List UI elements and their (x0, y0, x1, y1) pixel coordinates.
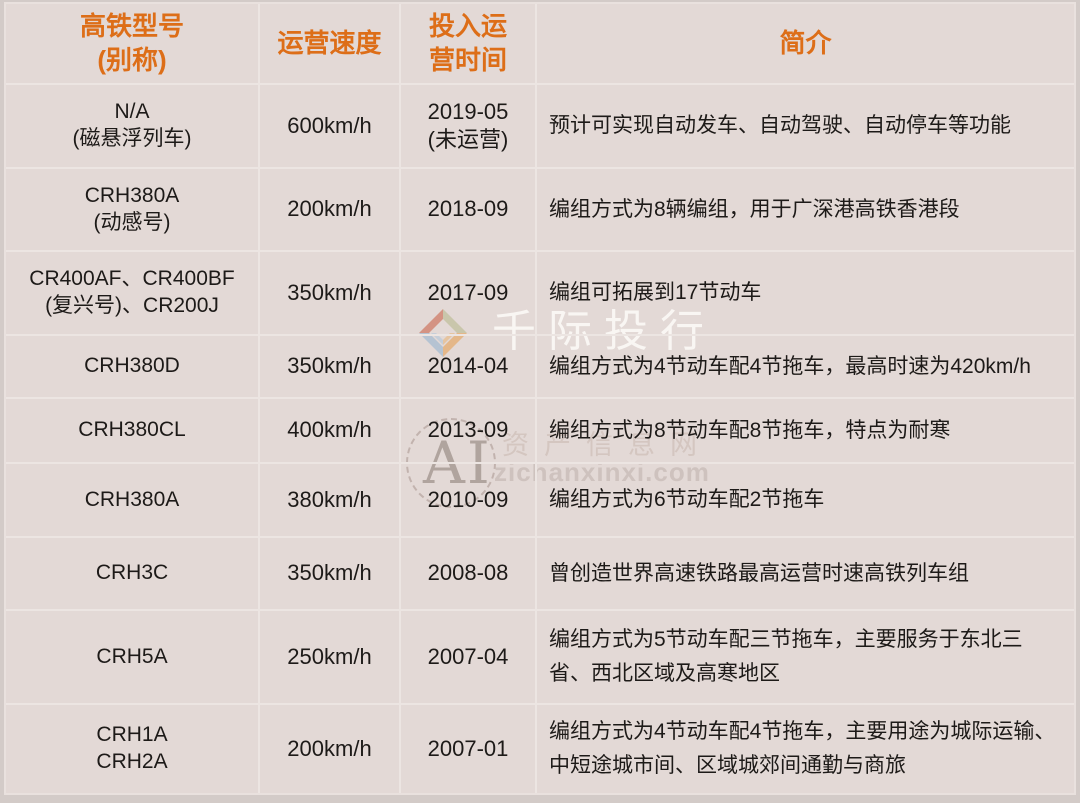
model-cell: CRH3C (6, 538, 260, 611)
header-intro-column: 简介 (537, 4, 1074, 85)
speed-cell: 600km/h (260, 85, 401, 169)
speed-cell: 200km/h (260, 169, 401, 252)
speed-cell: 380km/h (260, 464, 401, 538)
header-model-column: 高铁型号 (别称) (6, 4, 260, 85)
model-cell: CRH380D (6, 336, 260, 399)
model-cell: CRH380A (动感号) (6, 169, 260, 252)
time-cell: 2007-01 (401, 705, 537, 793)
intro-cell: 编组方式为5节动车配三节拖车，主要服务于东北三省、西北区域及高寒地区 (537, 611, 1074, 705)
intro-cell: 编组可拓展到17节动车 (537, 252, 1074, 336)
intro-cell: 编组方式为8辆编组，用于广深港高铁香港段 (537, 169, 1074, 252)
header-time-column: 投入运 营时间 (401, 4, 537, 85)
time-cell: 2014-04 (401, 336, 537, 399)
time-cell: 2017-09 (401, 252, 537, 336)
time-cell: 2007-04 (401, 611, 537, 705)
speed-cell: 350km/h (260, 336, 401, 399)
model-cell: CRH380A (6, 464, 260, 538)
speed-cell: 350km/h (260, 538, 401, 611)
time-cell: 2019-05 (未运营) (401, 85, 537, 169)
model-cell: CR400AF、CR400BF (复兴号)、CR200J (6, 252, 260, 336)
train-models-table: 高铁型号 (别称) 运营速度 投入运 营时间 简介 N/A (磁悬浮列车) 60… (4, 2, 1076, 795)
model-cell: CRH380CL (6, 399, 260, 464)
intro-cell: 编组方式为4节动车配4节拖车，最高时速为420km/h (537, 336, 1074, 399)
speed-cell: 250km/h (260, 611, 401, 705)
intro-cell: 编组方式为6节动车配2节拖车 (537, 464, 1074, 538)
model-cell: CRH1A CRH2A (6, 705, 260, 793)
model-cell: CRH5A (6, 611, 260, 705)
intro-cell: 曾创造世界高速铁路最高运营时速高铁列车组 (537, 538, 1074, 611)
intro-cell: 编组方式为4节动车配4节拖车，主要用途为城际运输、中短途城市间、区域城郊间通勤与… (549, 720, 1056, 777)
speed-cell: 400km/h (260, 399, 401, 464)
time-cell: 2013-09 (401, 399, 537, 464)
intro-cell: 预计可实现自动发车、自动驾驶、自动停车等功能 (537, 85, 1074, 169)
speed-cell: 200km/h (260, 705, 401, 793)
intro-cell: 编组方式为8节动车配8节拖车，特点为耐寒 (537, 399, 1074, 464)
speed-cell: 350km/h (260, 252, 401, 336)
model-cell: N/A (磁悬浮列车) (6, 85, 260, 169)
time-cell: 2010-09 (401, 464, 537, 538)
time-cell: 2008-08 (401, 538, 537, 611)
time-cell: 2018-09 (401, 169, 537, 252)
header-speed-column: 运营速度 (260, 4, 401, 85)
